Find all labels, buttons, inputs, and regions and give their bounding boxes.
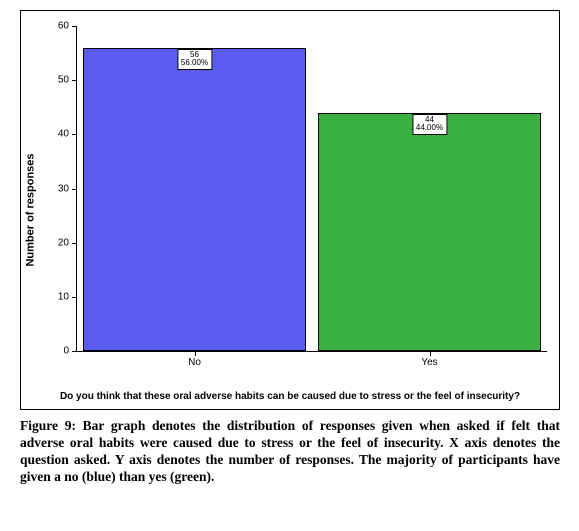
figure-container: Number of responses 0 10 20 30 40 50 60 5656.0…	[0, 0, 579, 531]
x-tick-label: Yes	[421, 357, 437, 368]
caption-prefix: Figure 9:	[20, 418, 83, 433]
y-axis-label-text: Number of responses	[25, 153, 37, 266]
x-tick-mark	[195, 351, 196, 356]
y-tick-label: 40	[58, 129, 77, 140]
x-tick-label: No	[188, 357, 201, 368]
bar-value-label: 4444.00%	[412, 114, 447, 136]
bar-no: 5656.00%	[83, 48, 306, 351]
y-tick-label: 20	[58, 237, 77, 248]
y-tick-label: 60	[58, 21, 77, 32]
x-tick-mark	[430, 351, 431, 356]
y-tick-label: 0	[63, 346, 77, 357]
bar-yes: 4444.00%	[318, 113, 541, 351]
x-axis-question-text: Do you think that these oral adverse hab…	[60, 391, 520, 402]
y-tick-label: 30	[58, 183, 77, 194]
y-axis-label: Number of responses	[21, 11, 41, 409]
figure-caption: Figure 9: Bar graph denotes the distribu…	[20, 418, 560, 486]
y-tick-label: 10	[58, 291, 77, 302]
caption-text: Bar graph denotes the distribution of re…	[20, 418, 560, 484]
plot-area: 0102030405060 5656.00%4444.00% NoYes	[76, 26, 547, 352]
bar-value-percent: 56.00%	[181, 59, 208, 68]
y-tick-label: 50	[58, 75, 77, 86]
chart-frame: Number of responses 0 10 20 30 40 50 60 5656.0…	[20, 10, 560, 410]
x-axis-question: Do you think that these oral adverse hab…	[21, 391, 559, 403]
bar-value-percent: 44.00%	[416, 124, 443, 133]
bar-value-label: 5656.00%	[177, 49, 212, 71]
